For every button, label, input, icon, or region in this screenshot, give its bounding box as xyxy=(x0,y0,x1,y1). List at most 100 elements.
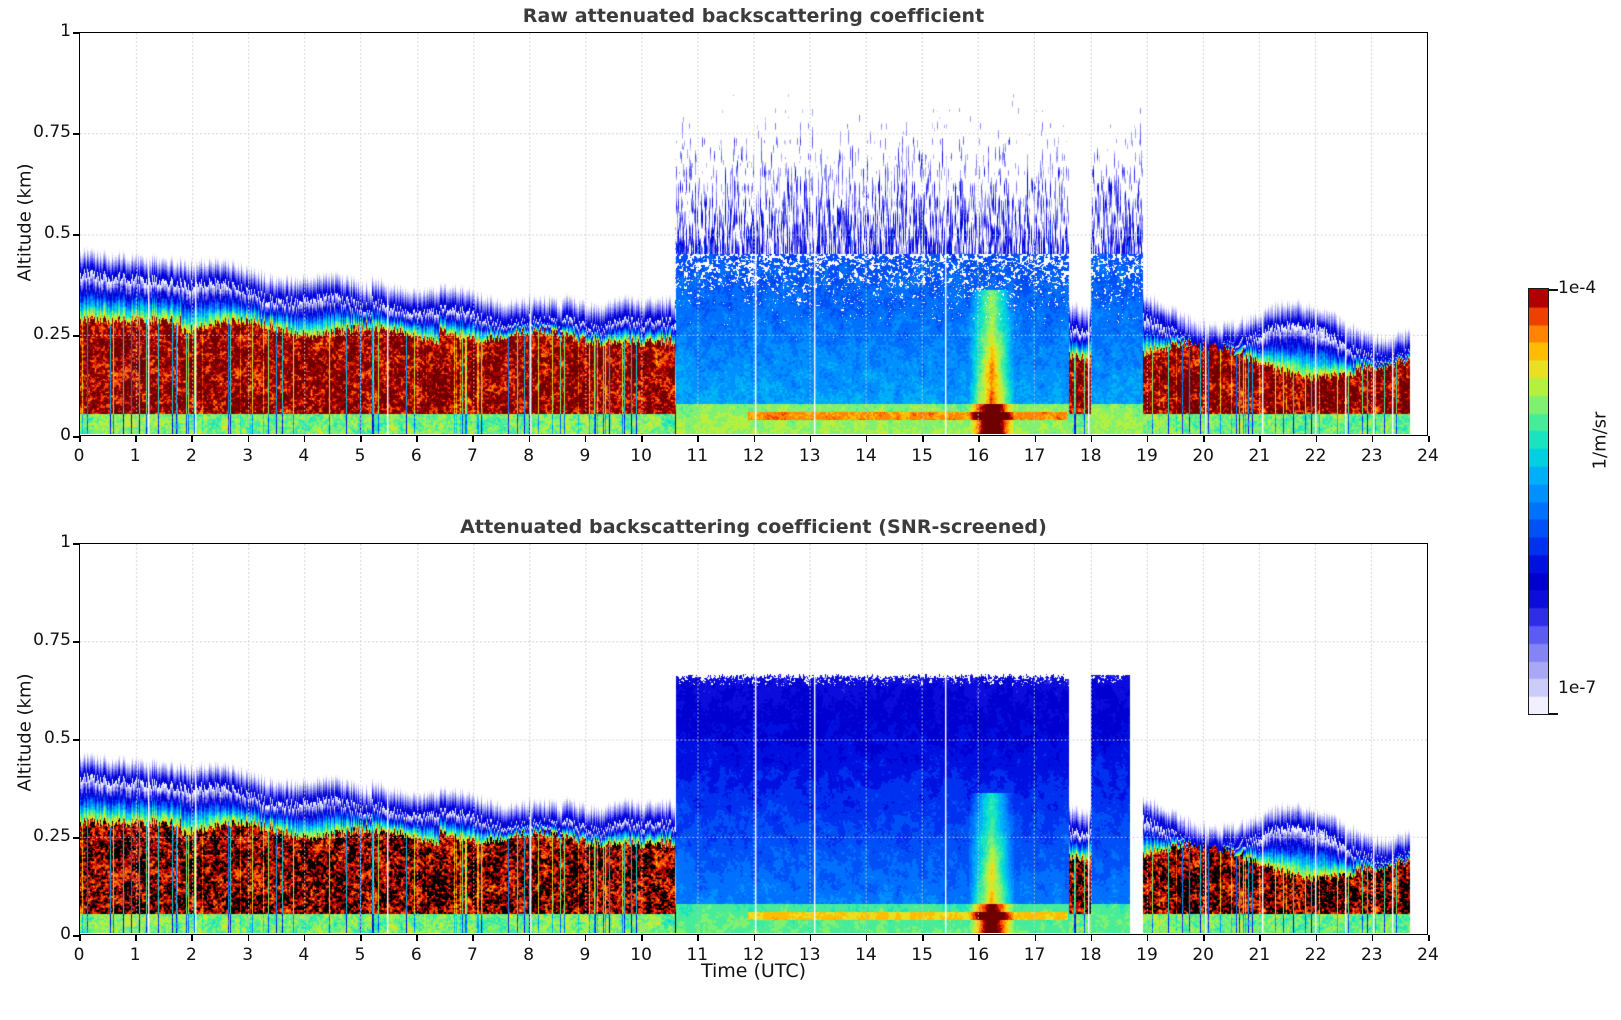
y-tick-mark xyxy=(73,935,79,937)
colorbar-tick-max xyxy=(1549,289,1558,291)
y-tick-label: 1 xyxy=(60,21,71,41)
x-tick-label: 11 xyxy=(686,945,709,965)
x-tick-mark xyxy=(697,935,699,941)
x-tick-mark xyxy=(978,935,980,941)
x-tick-mark xyxy=(922,935,924,941)
x-tick-mark xyxy=(135,436,137,442)
x-tick-mark xyxy=(1428,436,1430,442)
x-tick-mark xyxy=(753,935,755,941)
x-tick-mark xyxy=(1034,935,1037,941)
x-tick-label: 12 xyxy=(742,945,765,965)
x-tick-mark xyxy=(1146,436,1149,442)
x-tick-label: 14 xyxy=(855,945,877,965)
x-tick-label: 2 xyxy=(185,446,197,466)
x-tick-label: 10 xyxy=(630,446,652,466)
x-tick-mark xyxy=(247,935,250,941)
x-tick-label: 16 xyxy=(967,945,990,965)
y-tick-mark xyxy=(73,335,79,337)
x-tick-mark xyxy=(641,436,643,442)
x-tick-mark xyxy=(416,436,418,442)
x-tick-mark xyxy=(303,935,306,941)
x-tick-label: 9 xyxy=(579,945,591,965)
x-tick-mark xyxy=(79,436,81,442)
y-tick-mark xyxy=(73,641,79,643)
y-tick-mark xyxy=(73,32,79,34)
heatmap-screened xyxy=(80,544,1426,933)
x-tick-mark xyxy=(753,436,755,442)
x-tick-mark xyxy=(978,436,980,442)
x-tick-mark xyxy=(303,436,306,442)
x-tick-mark xyxy=(1146,935,1149,941)
x-tick-label: 17 xyxy=(1023,446,1046,466)
x-tick-label: 8 xyxy=(523,945,535,965)
x-tick-mark xyxy=(809,935,812,941)
x-tick-label: 4 xyxy=(298,945,310,965)
x-tick-label: 2 xyxy=(185,945,197,965)
x-tick-label: 14 xyxy=(855,446,877,466)
y-tick-label: 0.75 xyxy=(33,630,71,650)
x-tick-mark xyxy=(79,935,81,941)
x-tick-label: 16 xyxy=(967,446,990,466)
x-tick-mark xyxy=(1371,935,1374,941)
x-tick-label: 21 xyxy=(1248,446,1271,466)
y-tick-label: 0.75 xyxy=(33,122,71,142)
panel-title-raw: Raw attenuated backscattering coefficien… xyxy=(522,5,985,27)
x-tick-mark xyxy=(247,436,250,442)
y-tick-label: 0 xyxy=(60,425,71,445)
x-tick-mark xyxy=(1259,935,1261,941)
x-tick-label: 15 xyxy=(911,446,933,466)
x-tick-label: 20 xyxy=(1192,945,1214,965)
heatmap-raw xyxy=(80,33,1426,434)
x-tick-label: 19 xyxy=(1136,446,1158,466)
x-tick-label: 18 xyxy=(1079,446,1102,466)
x-tick-label: 24 xyxy=(1417,945,1439,965)
colorbar-max-label: 1e-4 xyxy=(1558,278,1597,298)
x-tick-label: 15 xyxy=(911,945,933,965)
x-tick-mark xyxy=(1315,935,1318,941)
x-tick-label: 24 xyxy=(1417,446,1439,466)
x-tick-label: 8 xyxy=(523,446,535,466)
x-tick-mark xyxy=(360,436,362,442)
x-tick-label: 5 xyxy=(354,446,366,466)
y-tick-mark xyxy=(73,133,79,135)
x-tick-label: 23 xyxy=(1360,945,1383,965)
x-tick-mark xyxy=(865,436,868,442)
x-tick-mark xyxy=(1090,436,1093,442)
x-tick-mark xyxy=(1203,935,1205,941)
y-tick-mark xyxy=(73,837,79,839)
colorbar-tick-min xyxy=(1549,713,1558,715)
y-tick-mark xyxy=(73,436,79,438)
x-tick-mark xyxy=(360,935,362,941)
x-tick-mark xyxy=(472,436,474,442)
x-tick-label: 21 xyxy=(1248,945,1271,965)
x-tick-mark xyxy=(584,935,587,941)
colorbar-min-label: 1e-7 xyxy=(1558,678,1597,698)
x-axis-label: Time (UTC) xyxy=(700,960,807,982)
x-tick-mark xyxy=(1259,436,1261,442)
plot-area-screened xyxy=(79,543,1428,935)
colorbar-unit-label: 1/m/sr xyxy=(1589,411,1611,470)
x-tick-label: 1 xyxy=(129,945,141,965)
x-tick-label: 6 xyxy=(410,945,422,965)
x-tick-label: 6 xyxy=(410,446,422,466)
x-tick-mark xyxy=(922,436,924,442)
x-tick-label: 23 xyxy=(1360,446,1383,466)
y-tick-mark xyxy=(73,543,79,545)
x-tick-mark xyxy=(697,436,699,442)
x-tick-mark xyxy=(191,436,193,442)
x-tick-label: 9 xyxy=(579,446,591,466)
x-tick-label: 7 xyxy=(467,446,478,466)
x-tick-mark xyxy=(1034,436,1037,442)
x-tick-label: 10 xyxy=(630,945,652,965)
y-tick-label: 1 xyxy=(60,532,71,552)
x-tick-label: 18 xyxy=(1079,945,1102,965)
x-tick-mark xyxy=(584,436,587,442)
x-tick-mark xyxy=(416,935,418,941)
x-tick-label: 11 xyxy=(686,446,709,466)
y-tick-label: 0.5 xyxy=(43,728,71,748)
y-tick-label: 0 xyxy=(60,924,71,944)
y-tick-label: 0.5 xyxy=(43,223,71,243)
x-tick-label: 22 xyxy=(1304,945,1327,965)
x-tick-label: 4 xyxy=(298,446,310,466)
x-tick-label: 12 xyxy=(742,446,765,466)
